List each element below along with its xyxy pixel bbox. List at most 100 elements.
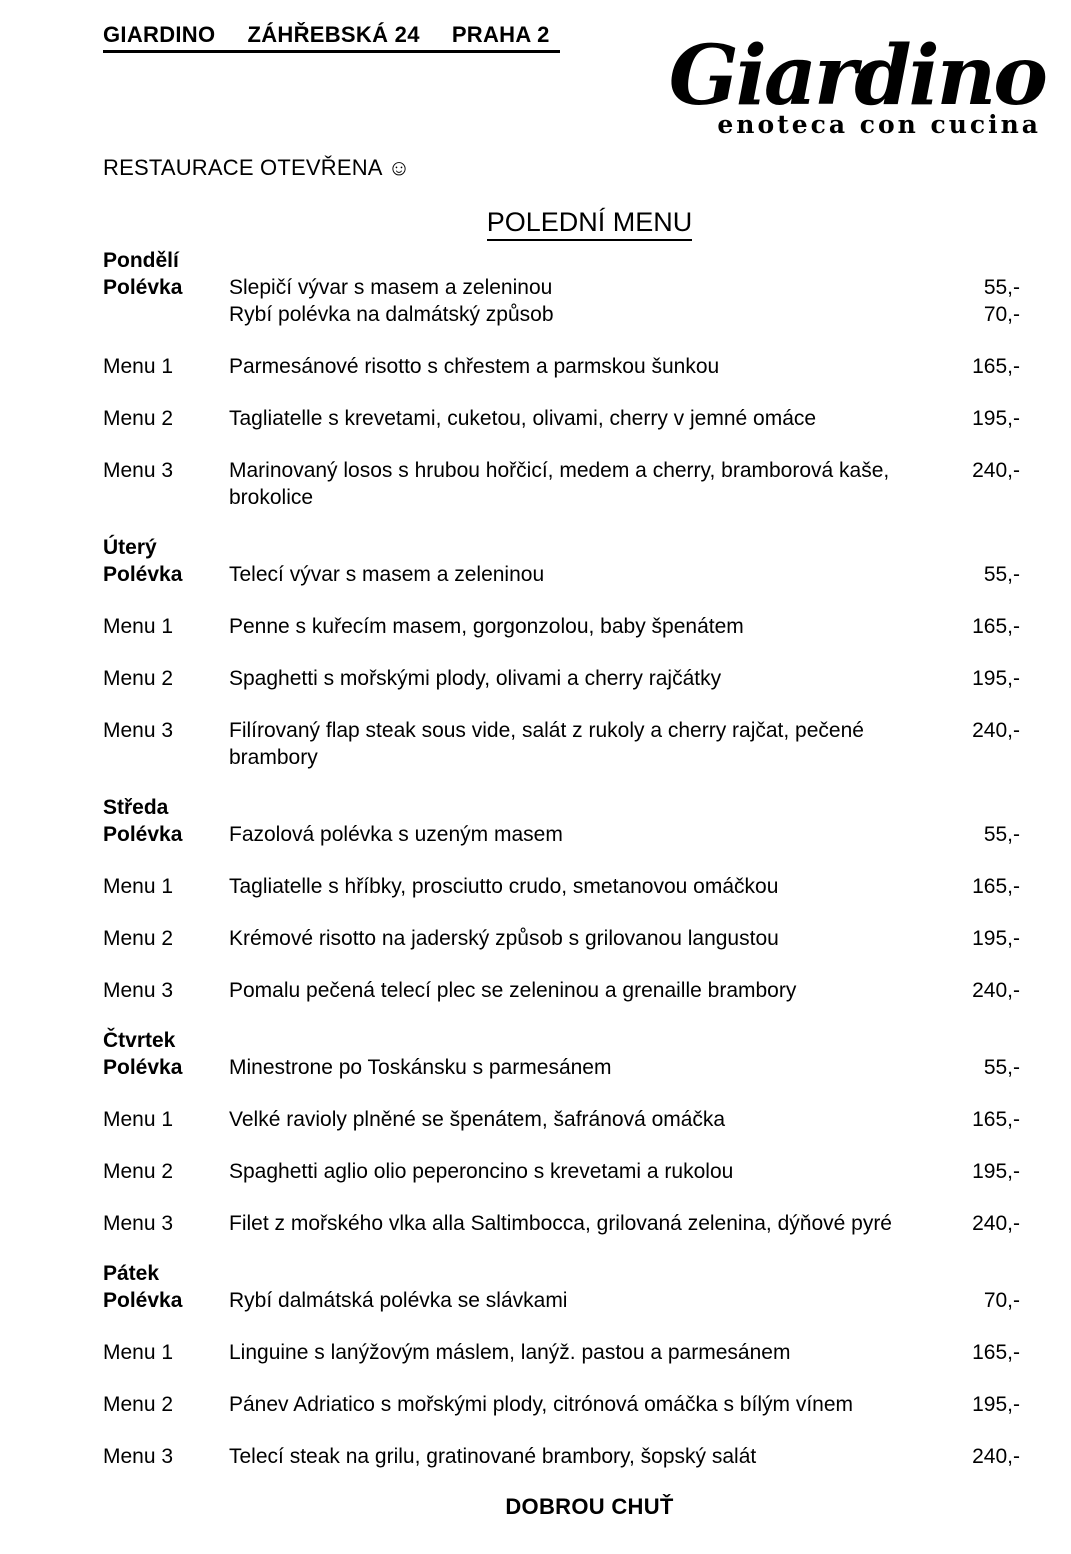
menu-row: Menu 3 Filet z mořského vlka alla Saltim… (103, 1210, 1020, 1237)
row-label: Menu 2 (103, 927, 174, 950)
menu-row: Menu 2 Pánev Adriatico s mořskými plody,… (103, 1391, 1020, 1418)
price-text: 165,- (972, 1341, 1020, 1364)
row-label: Menu 3 (103, 459, 174, 482)
dish-text: Parmesánové risotto s chřestem a parmsko… (229, 355, 720, 378)
menu-row: Menu 2 Spaghetti aglio olio peperoncino … (103, 1158, 1020, 1185)
dish-text: Rybí polévka na dalmátský způsob (229, 303, 554, 326)
menu-row: Menu 1 Linguine s lanýžovým máslem, laný… (103, 1339, 1020, 1366)
dish-text: Marinovaný losos s hrubou hořčicí, medem… (229, 459, 890, 509)
status-line: RESTAURACE OTEVŘENA ☺ (103, 155, 1020, 181)
header: GIARDINO ZÁHŘEBSKÁ 24 PRAHA 2 (103, 22, 1020, 53)
price-text: 195,- (972, 667, 1020, 690)
price-text: 55,- (983, 823, 1020, 846)
day-section-wednesday: Středa Polévka Fazolová polévka s uzeným… (103, 794, 1020, 1004)
logo-tagline: enoteca con cucina (717, 109, 1041, 139)
menu-row: Menu 3 Marinovaný losos s hrubou hořčicí… (103, 457, 1020, 511)
day-name: Úterý (103, 536, 157, 559)
dish-text: Penne s kuřecím masem, gorgonzolou, baby… (229, 615, 744, 638)
day-name: Čtvrtek (103, 1029, 176, 1052)
row-label: Menu 2 (103, 1393, 174, 1416)
price-text: 70,- (983, 1289, 1020, 1312)
dish-text: Pomalu pečená telecí plec se zeleninou a… (229, 979, 797, 1002)
soup-row: Polévka Telecí vývar s masem a zeleninou… (103, 561, 1020, 588)
price-text: 70,- (983, 303, 1020, 326)
smiley-icon: ☺ (387, 155, 411, 180)
row-label: Menu 2 (103, 407, 174, 430)
menu-row: Menu 3 Filírovaný flap steak sous vide, … (103, 717, 1020, 771)
dish-text: Velké ravioly plněné se špenátem, šafrán… (229, 1108, 726, 1131)
restaurant-logo: Giardino enoteca con cucina (668, 28, 1048, 139)
row-label: Menu 3 (103, 979, 174, 1002)
price-text: 240,- (972, 979, 1020, 1002)
day-name: Pátek (103, 1262, 160, 1285)
row-label: Menu 1 (103, 615, 174, 638)
price-text: 165,- (972, 615, 1020, 638)
menu-row: Menu 2 Spaghetti s mořskými plody, oliva… (103, 665, 1020, 692)
price-text: 240,- (972, 1445, 1020, 1468)
status-text: RESTAURACE OTEVŘENA (103, 155, 382, 180)
soup-row: Polévka Rybí dalmátská polévka se slávka… (103, 1287, 1020, 1314)
day-section-thursday: Čtvrtek Polévka Minestrone po Toskánsku … (103, 1027, 1020, 1237)
dish-text: Telecí steak na grilu, gratinované bramb… (229, 1445, 757, 1468)
day-section-tuesday: Úterý Polévka Telecí vývar s masem a zel… (103, 534, 1020, 771)
dish-text: Krémové risotto na jaderský způsob s gri… (229, 927, 779, 950)
price-text: 55,- (983, 1056, 1020, 1079)
dish-text: Fazolová polévka s uzeným masem (229, 823, 563, 846)
price-text: 195,- (972, 1160, 1020, 1183)
row-label: Polévka (103, 1289, 183, 1312)
row-label: Menu 2 (103, 1160, 174, 1183)
dish-text: Linguine s lanýžovým máslem, lanýž. past… (229, 1341, 791, 1364)
dish-text: Tagliatelle s hříbky, prosciutto crudo, … (229, 875, 779, 898)
dish-text: Spaghetti s mořskými plody, olivami a ch… (229, 667, 722, 690)
price-text: 240,- (972, 459, 1020, 482)
menu-row: Menu 2 Krémové risotto na jaderský způso… (103, 925, 1020, 952)
price-text: 165,- (972, 875, 1020, 898)
dish-text: Tagliatelle s krevetami, cuketou, olivam… (229, 407, 817, 430)
dish-text: Telecí vývar s masem a zeleninou (229, 563, 545, 586)
menu-row: Menu 2 Tagliatelle s krevetami, cuketou,… (103, 405, 1020, 432)
price-text: 195,- (972, 1393, 1020, 1416)
price-text: 240,- (972, 719, 1020, 742)
dish-text: Pánev Adriatico s mořskými plody, citrón… (229, 1393, 854, 1416)
soup-row: Rybí polévka na dalmátský způsob 70,- (103, 301, 1020, 328)
price-text: 55,- (983, 276, 1020, 299)
row-label: Polévka (103, 1056, 183, 1079)
dish-text: Rybí dalmátská polévka se slávkami (229, 1289, 568, 1312)
footer-text: DOBROU CHUŤ (505, 1494, 674, 1519)
row-label: Polévka (103, 276, 183, 299)
day-name: Pondělí (103, 249, 179, 272)
row-label: Menu 3 (103, 1212, 174, 1235)
row-label: Menu 3 (103, 1445, 174, 1468)
day-section-monday: Pondělí Polévka Slepičí vývar s masem a … (103, 247, 1020, 511)
soup-row: Polévka Fazolová polévka s uzeným masem … (103, 821, 1020, 848)
menu-row: Menu 1 Tagliatelle s hříbky, prosciutto … (103, 873, 1020, 900)
logo-name: Giardino (668, 28, 1048, 124)
menu-row: Menu 3 Telecí steak na grilu, gratinovan… (103, 1443, 1020, 1470)
day-section-friday: Pátek Polévka Rybí dalmátská polévka se … (103, 1260, 1020, 1470)
row-label: Polévka (103, 823, 183, 846)
day-name: Středa (103, 796, 169, 819)
dish-text: Filet z mořského vlka alla Saltimbocca, … (229, 1212, 892, 1235)
price-text: 240,- (972, 1212, 1020, 1235)
row-label: Menu 2 (103, 667, 174, 690)
soup-row: Polévka Minestrone po Toskánsku s parmes… (103, 1054, 1020, 1081)
dish-text: Filírovaný flap steak sous vide, salát z… (229, 719, 864, 769)
row-label: Polévka (103, 563, 183, 586)
row-label: Menu 1 (103, 1341, 174, 1364)
row-label: Menu 1 (103, 355, 174, 378)
row-label: Menu 1 (103, 1108, 174, 1131)
price-text: 165,- (972, 1108, 1020, 1131)
dish-text: Minestrone po Toskánsku s parmesánem (229, 1056, 612, 1079)
row-label: Menu 1 (103, 875, 174, 898)
menu-body: Pondělí Polévka Slepičí vývar s masem a … (103, 247, 1020, 1470)
price-text: 195,- (972, 927, 1020, 950)
menu-row: Menu 1 Velké ravioly plněné se špenátem,… (103, 1106, 1020, 1133)
dish-text: Slepičí vývar s masem a zeleninou (229, 276, 553, 299)
row-label: Menu 3 (103, 719, 174, 742)
menu-row: Menu 3 Pomalu pečená telecí plec se zele… (103, 977, 1020, 1004)
header-address-line: GIARDINO ZÁHŘEBSKÁ 24 PRAHA 2 (103, 22, 560, 53)
page-title: POLEDNÍ MENU (131, 207, 1048, 241)
soup-row: Polévka Slepičí vývar s masem a zelenino… (103, 274, 1020, 301)
menu-row: Menu 1 Penne s kuřecím masem, gorgonzolo… (103, 613, 1020, 640)
menu-row: Menu 1 Parmesánové risotto s chřestem a … (103, 353, 1020, 380)
